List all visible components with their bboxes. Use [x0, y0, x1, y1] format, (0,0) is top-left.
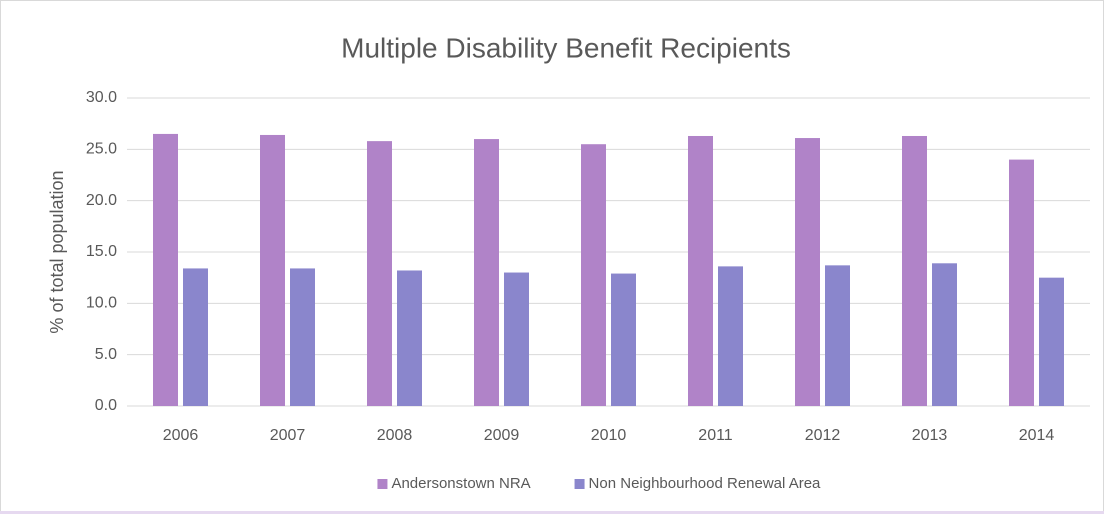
bar: [932, 263, 957, 406]
y-tick-label: 15.0: [86, 243, 117, 260]
x-tick-label: 2012: [805, 427, 841, 444]
bar: [367, 141, 392, 406]
bar: [153, 133, 178, 406]
chart-title: Multiple Disability Benefit Recipients: [341, 32, 791, 63]
x-tick-label: 2006: [163, 427, 199, 444]
x-tick-label: 2008: [377, 427, 413, 444]
bar: [718, 266, 743, 406]
bar: [611, 273, 636, 406]
y-tick-label: 10.0: [86, 295, 117, 312]
bar: [795, 138, 820, 407]
y-tick-label: 30.0: [86, 89, 117, 106]
legend-swatch: [377, 479, 388, 489]
bar: [581, 144, 606, 406]
bar: [260, 134, 285, 406]
legend-label: Non Neighbourhood Renewal Area: [589, 475, 821, 492]
x-tick-label: 2009: [484, 427, 520, 444]
x-tick-label: 2014: [1019, 427, 1055, 444]
bar: [183, 268, 208, 406]
legend-swatch: [574, 479, 585, 489]
bar: [688, 135, 713, 406]
y-tick-label: 20.0: [86, 192, 117, 209]
y-axis-label: % of total population: [47, 170, 67, 333]
bar: [397, 270, 422, 406]
y-tick-label: 5.0: [95, 346, 117, 363]
bar: [1009, 159, 1034, 406]
x-tick-label: 2011: [698, 427, 733, 444]
bar: [902, 135, 927, 406]
bar: [1039, 277, 1064, 406]
bar: [825, 265, 850, 406]
bar: [474, 139, 499, 407]
x-tick-label: 2007: [270, 427, 306, 444]
y-tick-label: 25.0: [86, 141, 117, 158]
legend-label: Andersonstown NRA: [391, 475, 530, 492]
x-tick-label: 2010: [591, 427, 627, 444]
x-tick-label: 2013: [912, 427, 948, 444]
bar: [504, 272, 529, 406]
bar: [290, 268, 315, 406]
y-tick-label: 0.0: [95, 397, 117, 414]
